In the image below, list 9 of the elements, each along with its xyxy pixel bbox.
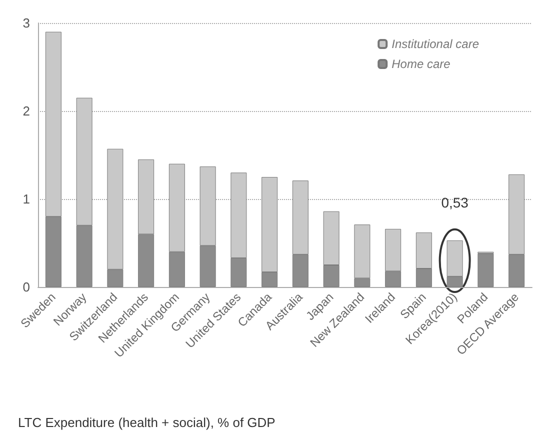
y-tick-label: 1	[22, 192, 30, 206]
y-tick-label: 3	[22, 16, 30, 30]
y-tick-label: 0	[22, 280, 30, 294]
text: LTC Expenditure (health + social), % of GDP	[18, 415, 276, 430]
annotation: 0,53	[441, 194, 469, 210]
legend-label: Institutional care	[392, 37, 480, 51]
y-tick-label: 2	[22, 104, 30, 118]
bar	[478, 254, 494, 287]
legend-label: Home care	[392, 57, 451, 71]
